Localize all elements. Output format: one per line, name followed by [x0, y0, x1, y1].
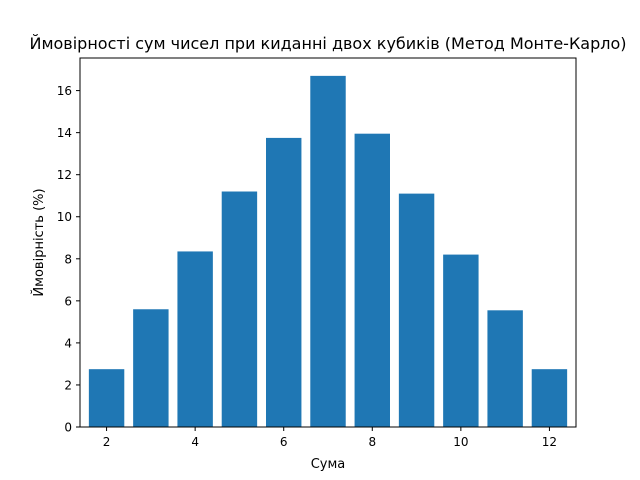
bars — [88, 75, 568, 428]
y-axis-label: Ймовірність (%) — [31, 188, 47, 296]
chart-title: Ймовірності сум чисел при киданні двох к… — [29, 34, 626, 53]
bar-sum-5 — [221, 191, 258, 427]
y-tick-label: 14 — [57, 126, 72, 140]
y-tick-label: 16 — [57, 84, 72, 98]
x-axis-ticks: 2 4 6 8 10 12 — [103, 427, 557, 449]
y-tick-label: 2 — [64, 378, 72, 392]
x-tick-label: 12 — [542, 435, 557, 449]
bar-sum-2 — [88, 369, 125, 427]
x-tick-label: 4 — [191, 435, 199, 449]
bar-sum-12 — [531, 369, 568, 427]
bar-sum-6 — [266, 137, 302, 427]
x-tick-label: 6 — [280, 435, 288, 449]
y-tick-label: 10 — [57, 210, 72, 224]
y-tick-label: 8 — [64, 252, 72, 266]
bar-sum-3 — [133, 309, 169, 427]
bar-sum-11 — [487, 310, 523, 427]
plot-frame — [79, 57, 577, 428]
x-axis-label: Сума — [311, 457, 346, 472]
y-tick-label: 12 — [57, 168, 72, 182]
x-tick-label: 8 — [368, 435, 376, 449]
bar-sum-9 — [398, 193, 435, 427]
x-tick-label: 2 — [103, 435, 111, 449]
y-tick-label: 0 — [64, 421, 72, 435]
bar-sum-7 — [310, 75, 346, 428]
bar-sum-10 — [443, 254, 479, 427]
bar-sum-8 — [354, 133, 390, 427]
y-tick-label: 6 — [64, 294, 72, 308]
y-axis-ticks: 0 2 4 6 8 10 12 14 16 — [57, 84, 80, 435]
x-tick-label: 10 — [453, 435, 468, 449]
bar-sum-4 — [177, 251, 213, 427]
y-tick-label: 4 — [64, 336, 72, 350]
